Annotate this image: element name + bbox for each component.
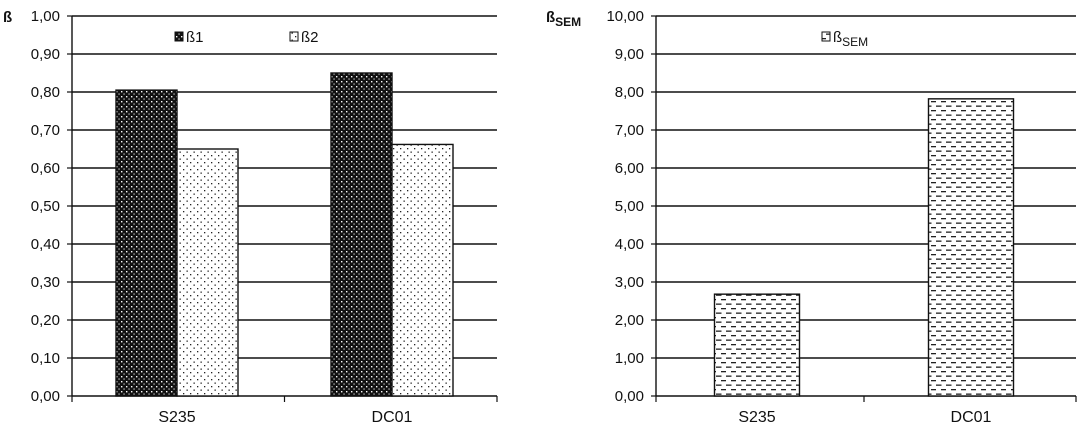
left-bars <box>115 72 454 397</box>
right-y-tick-label: 4,00 <box>615 236 644 253</box>
right-y-tick-label: 6,00 <box>615 160 644 177</box>
right-category-labels: S235 DC01 <box>738 409 991 426</box>
left-bar-dc01-series2 <box>391 143 454 397</box>
right-y-tick-label: 10,00 <box>606 8 644 25</box>
right-bar-dc01-series1 <box>927 98 1015 397</box>
left-category-labels: S235 DC01 <box>158 409 412 426</box>
left-y-tick-label: 0,50 <box>31 198 60 215</box>
left-y-tick-label: 0,10 <box>31 350 60 367</box>
left-y-tick-label: 1,00 <box>31 8 60 25</box>
legend-label-beta1: ß1 <box>186 29 204 46</box>
right-y-tick-label: 8,00 <box>615 84 644 101</box>
left-y-tick-label: 0,70 <box>31 122 60 139</box>
left-bar-s235-series1 <box>115 89 178 397</box>
right-legend: ßSEM <box>821 29 868 49</box>
left-category-label: S235 <box>158 409 195 426</box>
right-y-tick-label: 0,00 <box>615 388 644 405</box>
left-y-tick-label: 0,60 <box>31 160 60 177</box>
right-y-tick-label: 7,00 <box>615 122 644 139</box>
left-y-tick-label: 0,30 <box>31 274 60 291</box>
left-y-tick-label: 0,40 <box>31 236 60 253</box>
right-y-tick-label: 9,00 <box>615 46 644 63</box>
right-y-tick-label: 1,00 <box>615 350 644 367</box>
right-y-tick-label: 3,00 <box>615 274 644 291</box>
left-y-tick-label: 0,80 <box>31 84 60 101</box>
legend-swatch-beta-sem <box>821 31 831 42</box>
right-category-label: DC01 <box>951 409 992 426</box>
legend-swatch-beta1 <box>174 31 184 42</box>
right-y-tick-label: 5,00 <box>615 198 644 215</box>
left-y-axis-label: ß <box>3 9 12 26</box>
legend-swatch-beta2 <box>289 31 299 42</box>
right-category-label: S235 <box>738 409 775 426</box>
left-y-tick-label: 0,00 <box>31 388 60 405</box>
left-y-tick-label: 0,20 <box>31 312 60 329</box>
left-y-tick-labels: 0,00 0,10 0,20 0,30 0,40 0,50 0,60 0,70 0,80 0,90… <box>31 8 60 405</box>
legend-label-beta2: ß2 <box>301 29 319 46</box>
left-bar-dc01-series1 <box>330 72 393 397</box>
right-bars <box>713 98 1015 397</box>
right-y-tick-label: 2,00 <box>615 312 644 329</box>
left-y-tick-label: 0,90 <box>31 46 60 63</box>
legend-label-beta-sem: ßSEM <box>833 29 868 49</box>
right-y-axis-label: ßSEM <box>546 9 581 29</box>
right-y-tick-labels: 0,00 1,00 2,00 3,00 4,00 5,00 6,00 7,00 8,00 9,00… <box>606 8 644 405</box>
beta-chart: 0,00 0,10 0,20 0,30 0,40 0,50 0,60 0,70 0,80 0,90… <box>3 8 498 426</box>
beta-sem-chart: 0,00 1,00 2,00 3,00 4,00 5,00 6,00 7,00 8,00 9,00… <box>546 8 1077 426</box>
left-bar-s235-series2 <box>176 148 239 397</box>
left-legend: ß1 ß2 <box>174 29 319 46</box>
left-category-label: DC01 <box>372 409 413 426</box>
right-bar-s235-series1 <box>713 293 801 397</box>
